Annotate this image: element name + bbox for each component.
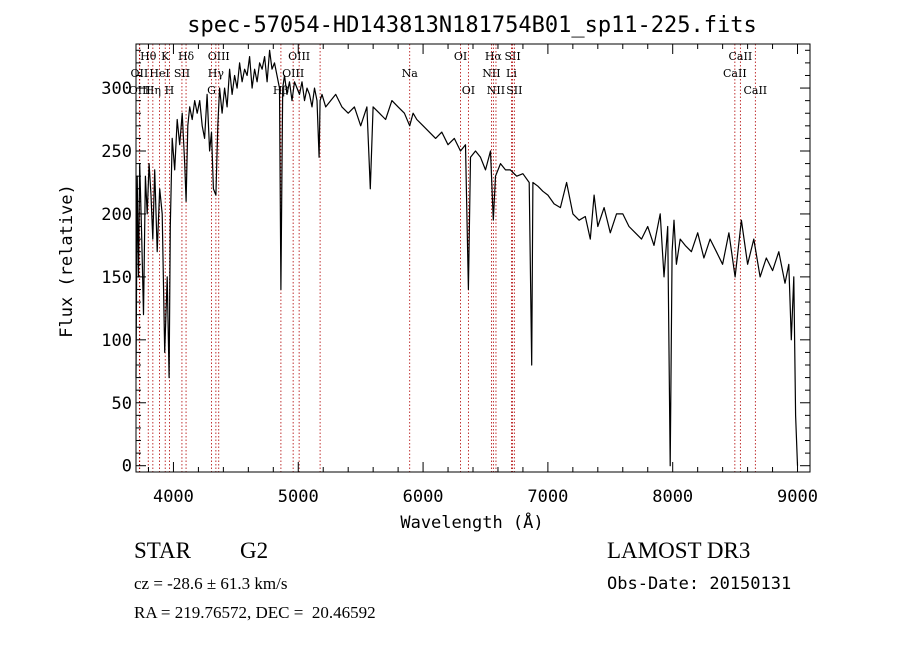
emission-line-label: OIII [282,67,304,80]
emission-line-label: CaII [723,67,747,80]
emission-line-label: Hη [145,84,161,97]
x-tick-label: 4000 [153,487,194,507]
emission-line-label: OIII [208,50,230,63]
emission-line-label: Hβ [273,84,289,97]
x-tick-label: 7000 [527,487,568,507]
y-tick-label: 200 [101,205,132,225]
plot-frame [135,43,811,473]
emission-line-label: NII [487,84,505,97]
coordinates: RA = 219.76572, DEC = 20.46592 [134,603,376,622]
object-class: STAR [134,538,191,563]
emission-line-label: OIII [288,50,310,63]
y-tick-label: 100 [101,331,132,351]
emission-line-label: OI [462,84,475,97]
emission-line-label: SII [506,84,522,97]
x-tick-label: 9000 [777,487,818,507]
emission-line-label: Hδ [178,50,195,63]
x-tick-label: 8000 [652,487,693,507]
emission-line-label: Hθ [140,50,157,63]
x-axis: 4000 5000 6000 7000 8000 9000 [147,44,818,507]
spectrum-line [135,49,799,467]
y-tick-label: 250 [101,142,132,162]
emission-line-label: HeI [149,67,169,80]
emission-line-label: Na [402,67,419,80]
y-tick-label: 50 [112,394,132,414]
emission-line-label: OIII [129,84,151,97]
x-tick-label: 5000 [278,487,319,507]
x-tick-label: 6000 [403,487,444,507]
emission-line-label: K [161,50,170,63]
emission-line-label: Li [506,67,517,80]
emission-line-label: SII [504,50,520,63]
x-axis-label: Wavelength (Å) [400,511,543,533]
y-tick-label: 0 [122,457,132,477]
y-axis-label: Flux (relative) [57,184,77,338]
emission-line-label: G [207,84,216,97]
emission-line-label: OI [454,50,467,63]
survey-name: LAMOST DR3 [607,538,751,563]
y-axis: 0 50 100 150 200 250 300 [101,49,810,477]
redshift-readout: cz = -28.6 ± 61.3 km/s [134,574,288,593]
chart-title: spec-57054-HD143813N181754B01_sp11-225.f… [187,13,757,38]
emission-line-label: CaII [729,50,753,63]
object-subclass: G2 [240,538,269,563]
emission-line-label: Hα [485,50,503,63]
emission-line-label: Hγ [208,67,225,80]
emission-line-label: H [165,84,175,97]
emission-line-label: SII [174,67,190,80]
emission-line-label: CaII [743,84,767,97]
emission-line-label: NII [482,67,500,80]
y-tick-label: 300 [101,79,132,99]
y-tick-label: 150 [101,268,132,288]
spectrum-series [135,49,799,467]
obs-date: Obs-Date: 20150131 [607,574,792,594]
